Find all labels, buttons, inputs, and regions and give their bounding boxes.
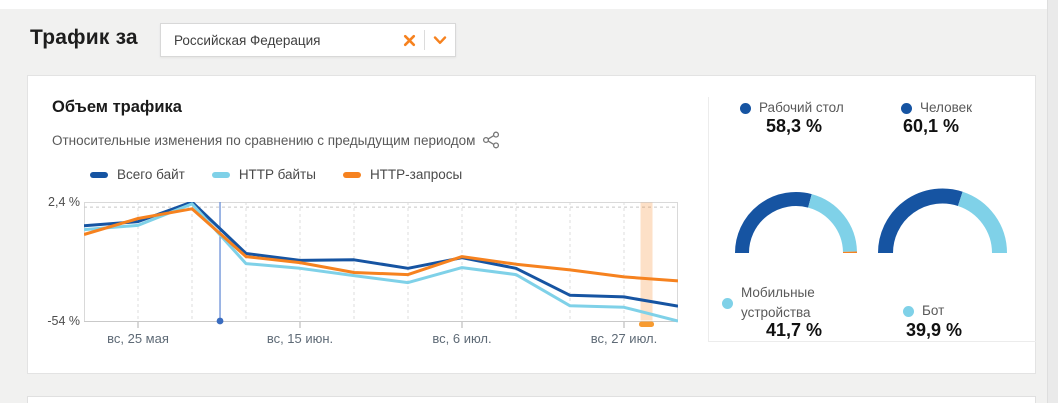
human-dot-icon bbox=[901, 102, 912, 114]
legend-item-http-requests[interactable]: HTTP-запросы bbox=[342, 167, 463, 182]
next-card-edge bbox=[27, 396, 1036, 403]
stat-value-human: 60,1 % bbox=[903, 116, 960, 136]
series-line-2[interactable] bbox=[84, 207, 678, 283]
chart-subtitle-row: Относительные изменения по сравнению с п… bbox=[52, 131, 501, 149]
highlight-bottom-marker bbox=[639, 321, 655, 327]
chart-subtitle: Относительные изменения по сравнению с п… bbox=[52, 132, 476, 148]
gauge-segment-1 bbox=[957, 191, 1007, 254]
scrollbar-track[interactable] bbox=[1047, 0, 1058, 403]
page-title: Трафик за bbox=[30, 26, 138, 49]
legend-label: Всего байт bbox=[117, 167, 185, 182]
mobile-dot-icon bbox=[722, 297, 733, 309]
stat-mobile: Мобильные устройства bbox=[722, 283, 852, 324]
gauge-segment-1 bbox=[807, 194, 857, 253]
stat-value-desktop: 58,3 % bbox=[766, 116, 823, 136]
legend-item-total-bytes[interactable]: Всего байт bbox=[90, 167, 185, 182]
stat-bot: Бот bbox=[903, 301, 944, 321]
stat-label: Мобильные устройства bbox=[741, 285, 815, 321]
chart-legend: Всего байт HTTP байты HTTP-запросы bbox=[90, 167, 462, 182]
share-icon[interactable] bbox=[482, 131, 501, 149]
stat-value-mobile: 41,7 % bbox=[766, 320, 823, 340]
x-axis-label: вс, 27 июл. bbox=[590, 331, 658, 346]
legend-label: HTTP-запросы bbox=[369, 167, 463, 182]
y-axis-min-label: -54 % bbox=[47, 314, 80, 328]
annotation-dot bbox=[216, 317, 224, 325]
stat-human: Человек bbox=[901, 98, 972, 118]
stat-desktop: Рабочий стол bbox=[740, 98, 844, 118]
stat-label: Человек bbox=[920, 100, 973, 115]
y-axis-max-label: 2,4 % bbox=[48, 195, 80, 209]
traffic-volume-chart[interactable] bbox=[84, 202, 678, 348]
gauge-segment-0 bbox=[878, 188, 963, 254]
gauge-devices bbox=[735, 192, 857, 254]
stat-label: Рабочий стол bbox=[759, 100, 844, 115]
desktop-dot-icon bbox=[740, 102, 751, 114]
highlight-band bbox=[640, 202, 653, 321]
bot-dot-icon bbox=[903, 305, 914, 317]
country-select-value: Российская Федерация bbox=[174, 32, 321, 48]
stats-panel bbox=[708, 97, 1036, 342]
x-axis-label: вс, 15 июн. bbox=[266, 331, 334, 346]
gauge-segment-0 bbox=[735, 192, 812, 254]
clear-icon[interactable] bbox=[394, 24, 424, 56]
top-strip bbox=[0, 0, 1058, 9]
legend-item-http-bytes[interactable]: HTTP байты bbox=[211, 167, 316, 182]
legend-swatch bbox=[342, 171, 361, 178]
legend-swatch bbox=[90, 171, 108, 178]
x-axis-label: вс, 6 июл. bbox=[432, 331, 492, 346]
gauge-visitors bbox=[878, 188, 1007, 254]
traffic-volume-card bbox=[27, 75, 1036, 374]
legend-swatch bbox=[211, 171, 230, 178]
stat-label: Бот bbox=[922, 303, 945, 318]
x-axis-label: вс, 25 мая bbox=[107, 331, 169, 346]
chart-title: Объем трафика bbox=[52, 98, 182, 116]
stat-value-bot: 39,9 % bbox=[906, 320, 963, 340]
chevron-down-icon[interactable] bbox=[425, 24, 455, 56]
series-line-1[interactable] bbox=[84, 202, 678, 323]
x-axis-labels: вс, 25 мая вс, 15 июн. вс, 6 июл. вс, 27 ию… bbox=[84, 331, 678, 347]
select-divider bbox=[424, 30, 425, 50]
country-select[interactable]: Российская Федерация bbox=[160, 23, 456, 57]
legend-label: HTTP байты bbox=[238, 167, 316, 182]
series-line-0[interactable] bbox=[84, 202, 678, 308]
